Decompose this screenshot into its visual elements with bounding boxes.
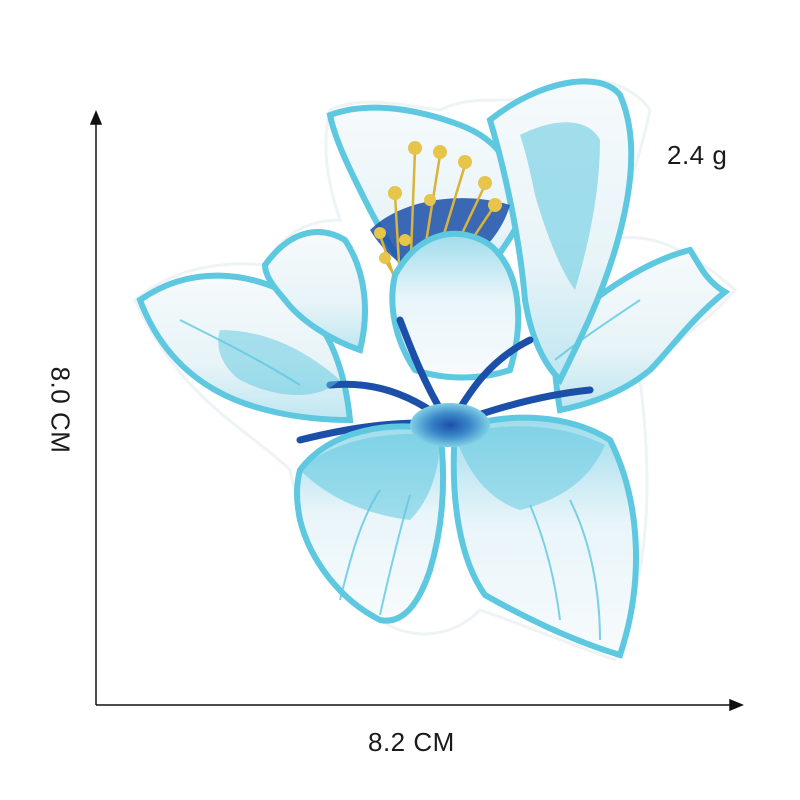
height-dimension-label: 8.0 CM xyxy=(45,366,76,454)
dimension-axes xyxy=(89,110,744,712)
horizontal-axis-arrow xyxy=(729,698,744,712)
petal-shading-left xyxy=(218,330,340,395)
petal-left-upper xyxy=(261,229,368,354)
petal-right-curl-inner xyxy=(520,122,600,291)
petal-right xyxy=(552,246,731,414)
weight-label: 2.4 g xyxy=(667,140,728,170)
flower-center xyxy=(410,403,490,447)
petal-inner-cup xyxy=(389,230,522,381)
lotus-patch xyxy=(133,78,738,662)
petal-shading-right xyxy=(455,426,605,510)
petal-shading xyxy=(300,433,440,520)
stitch-lines xyxy=(179,299,641,641)
width-dimension-label: 8.2 CM xyxy=(368,727,455,757)
vertical-axis-arrow xyxy=(89,110,103,125)
